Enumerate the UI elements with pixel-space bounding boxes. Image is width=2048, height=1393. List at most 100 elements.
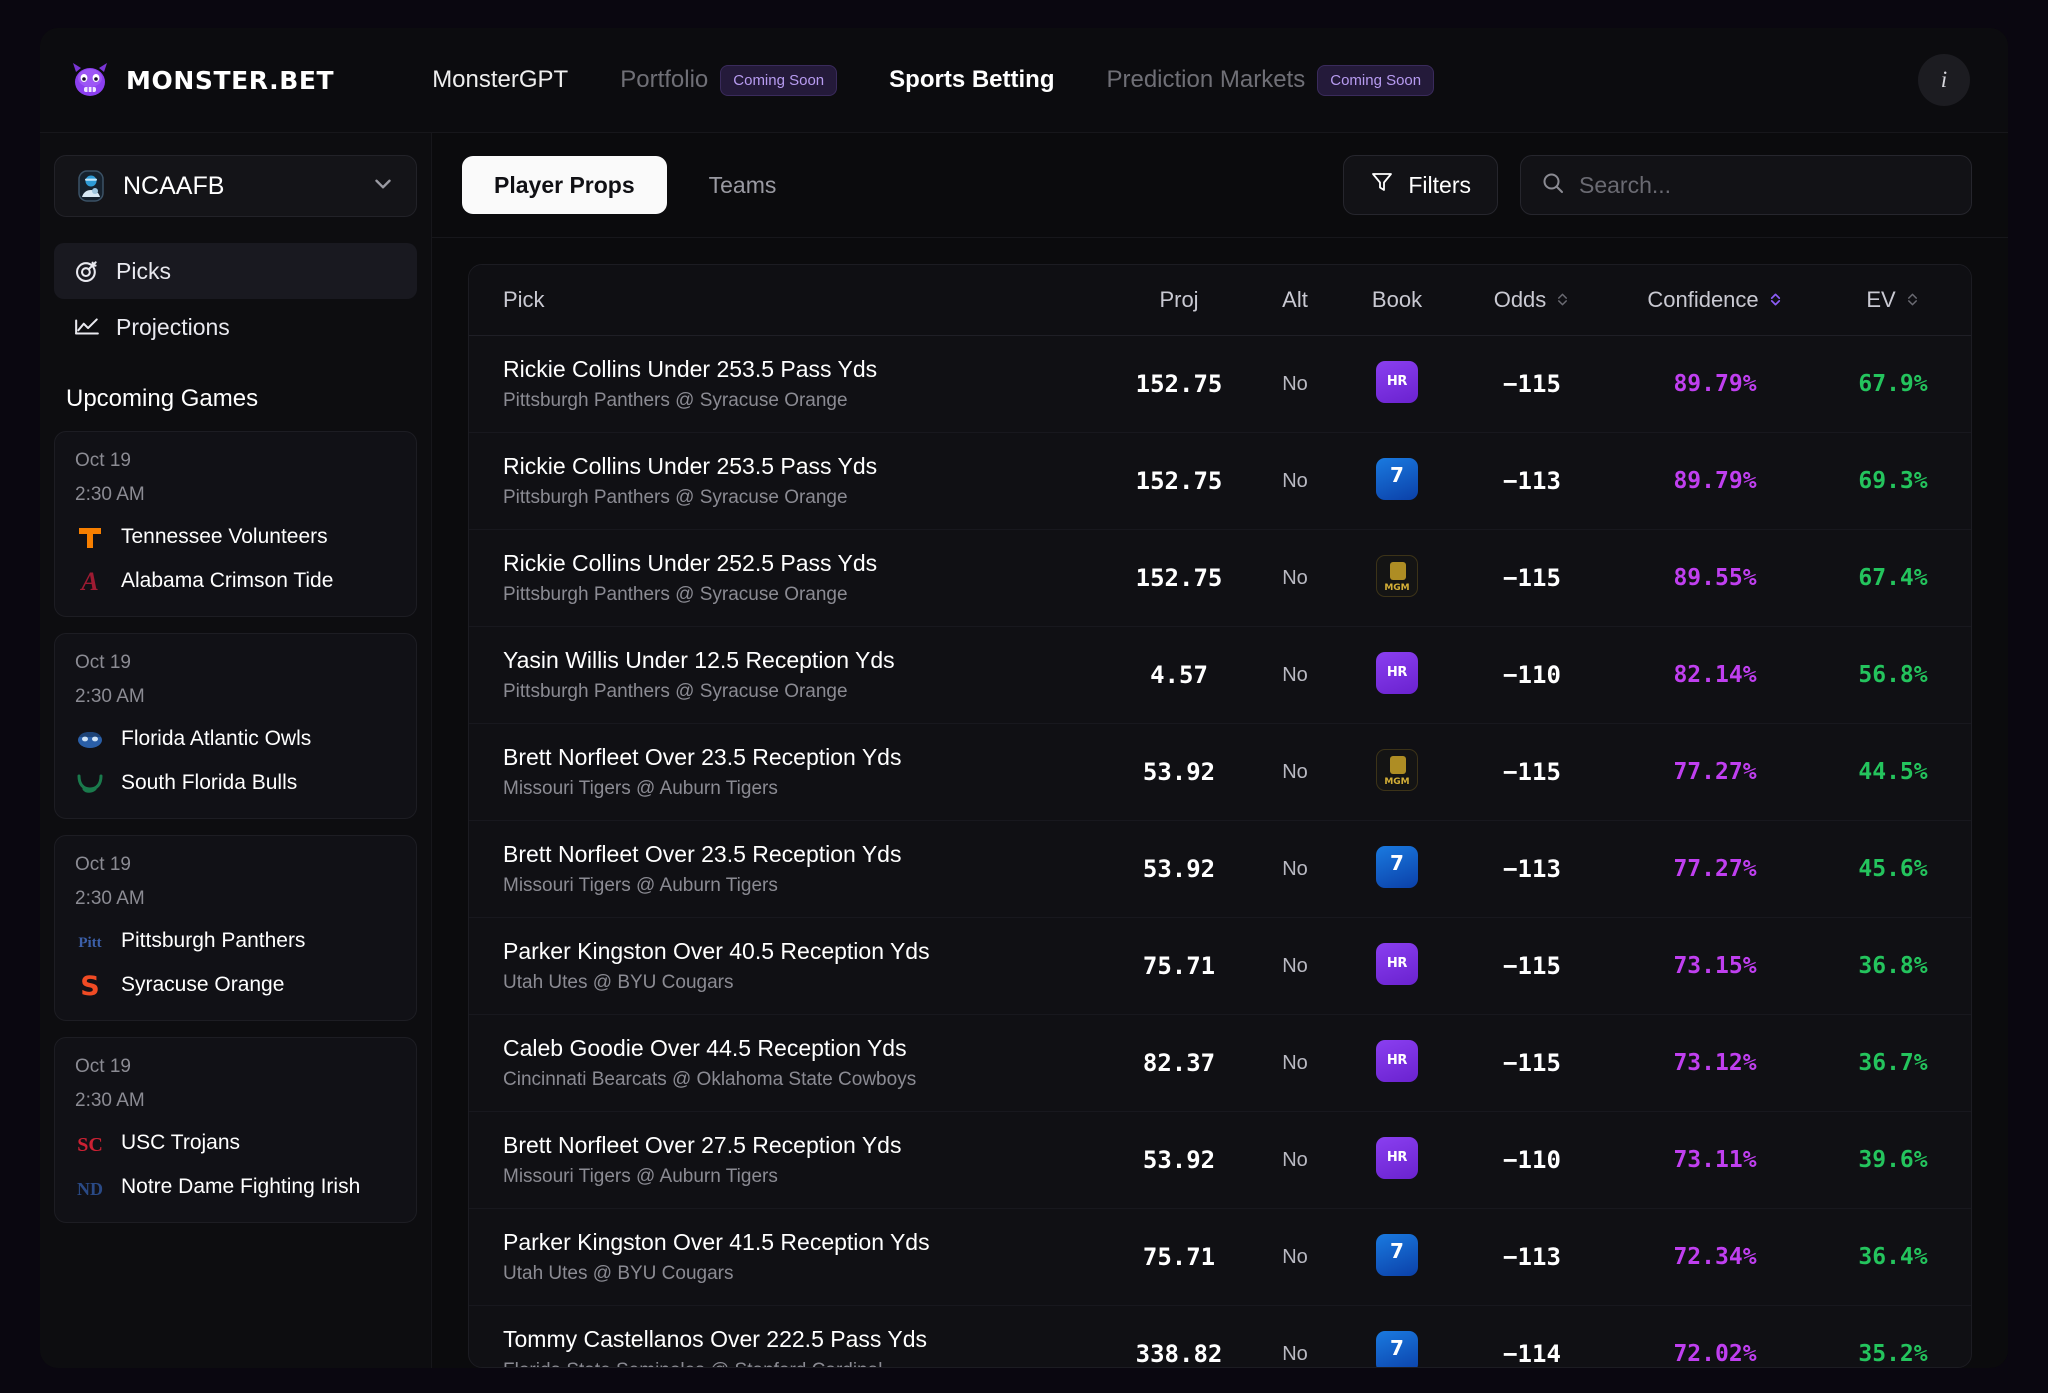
- game-home-team: South Florida Bulls: [75, 768, 396, 798]
- hard-rock-bet-logo-icon: [1376, 1039, 1418, 1082]
- game-card[interactable]: Oct 19 2:30 AM Pitt Pittsburgh Panthers …: [54, 835, 417, 1021]
- column-header-edge[interactable]: Edge: [1967, 265, 1971, 336]
- odds-value: −113: [1503, 855, 1561, 883]
- league-selector[interactable]: NCAAFB: [54, 155, 417, 217]
- game-date: Oct 19: [75, 652, 131, 673]
- book-cell[interactable]: [1341, 1306, 1453, 1367]
- column-header-confidence[interactable]: Confidence: [1611, 265, 1819, 336]
- proj-value: 82.37: [1142, 1049, 1216, 1077]
- alt-cell: No: [1249, 918, 1341, 1015]
- edge-cell: 18.8%: [1967, 1306, 1971, 1368]
- tab-player-props[interactable]: Player Props: [462, 156, 667, 214]
- ev-value: 36.4%: [1858, 1244, 1928, 1270]
- book-cell[interactable]: [1341, 336, 1453, 433]
- odds-value: −115: [1503, 952, 1561, 980]
- sidebar-item-projections[interactable]: Projections: [54, 299, 417, 355]
- book-cell[interactable]: [1341, 433, 1453, 530]
- column-header-book: Book: [1341, 265, 1453, 336]
- edge-cell: 29.8%: [1967, 627, 1971, 724]
- game-card[interactable]: Oct 19 2:30 AM SC USC Trojans ND Notre D…: [54, 1037, 417, 1223]
- alt-cell: No: [1249, 433, 1341, 530]
- confidence-cell: 89.55%: [1611, 530, 1819, 627]
- book-cell[interactable]: [1341, 1112, 1453, 1209]
- pick-matchup: Missouri Tigers @ Auburn Tigers: [503, 778, 778, 799]
- sidebar-nav: Picks Projections: [54, 243, 417, 355]
- book-cell[interactable]: [1341, 918, 1453, 1015]
- book-cell[interactable]: [1341, 1015, 1453, 1112]
- confidence-value: 77.27%: [1673, 759, 1757, 785]
- table-row[interactable]: Brett Norfleet Over 23.5 Reception Yds Mi…: [469, 821, 1971, 918]
- search-icon: [1541, 171, 1565, 200]
- table-row[interactable]: Yasin Willis Under 12.5 Reception Yds Pit…: [469, 627, 1971, 724]
- table-row[interactable]: Parker Kingston Over 41.5 Reception Yds U…: [469, 1209, 1971, 1306]
- game-time: 2:30 AM: [75, 686, 145, 707]
- nav-item-prediction-markets[interactable]: Prediction Markets Coming Soon: [1080, 64, 1460, 96]
- top-navigation-bar: MONSTER.BET MonsterGPT Portfolio Coming …: [40, 28, 2008, 133]
- table-row[interactable]: Tommy Castellanos Over 222.5 Pass Yds Flo…: [469, 1306, 1971, 1368]
- table-row[interactable]: Parker Kingston Over 40.5 Reception Yds U…: [469, 918, 1971, 1015]
- picks-table-container: Pick Proj Alt Book Odds Confidence EV Ed…: [432, 238, 2008, 1368]
- nav-item-monstergpt[interactable]: MonsterGPT: [406, 66, 594, 94]
- odds-cell: −113: [1453, 433, 1611, 530]
- svg-text:ND: ND: [77, 1179, 103, 1199]
- table-row[interactable]: Caleb Goodie Over 44.5 Reception Yds Cinc…: [469, 1015, 1971, 1112]
- book-cell[interactable]: [1341, 724, 1453, 821]
- team-name: Notre Dame Fighting Irish: [121, 1175, 361, 1198]
- hard-rock-bet-logo-icon: [1376, 360, 1418, 403]
- alt-cell: No: [1249, 1306, 1341, 1368]
- table-row[interactable]: Rickie Collins Under 253.5 Pass Yds Pitts…: [469, 433, 1971, 530]
- sidebar-item-label: Projections: [116, 313, 230, 340]
- svg-text:S: S: [80, 971, 99, 1000]
- tab-teams[interactable]: Teams: [708, 171, 777, 198]
- table-row[interactable]: Brett Norfleet Over 23.5 Reception Yds Mi…: [469, 724, 1971, 821]
- table-row[interactable]: Rickie Collins Under 252.5 Pass Yds Pitts…: [469, 530, 1971, 627]
- pick-cell: Rickie Collins Under 253.5 Pass Yds Pitts…: [469, 433, 1109, 530]
- ev-cell: 67.9%: [1819, 336, 1967, 433]
- pick-matchup: Florida State Seminoles @ Stanford Cardi…: [503, 1360, 1109, 1367]
- column-label: Confidence: [1647, 287, 1759, 312]
- page-body: NCAAFB Picks: [40, 133, 2008, 1368]
- book-cell[interactable]: [1341, 1209, 1453, 1306]
- game-card[interactable]: Oct 19 2:30 AM Tennessee Volunteers A Al…: [54, 431, 417, 617]
- book-cell[interactable]: [1341, 627, 1453, 724]
- alt-cell: No: [1249, 1112, 1341, 1209]
- table-row[interactable]: Brett Norfleet Over 27.5 Reception Yds Mi…: [469, 1112, 1971, 1209]
- pick-matchup: Cincinnati Bearcats @ Oklahoma State Cow…: [503, 1069, 917, 1090]
- sort-icon[interactable]: [1555, 287, 1570, 313]
- game-card[interactable]: Oct 19 2:30 AM Florida Atlantic Owls: [54, 633, 417, 819]
- alt-cell: No: [1249, 530, 1341, 627]
- table-body: Rickie Collins Under 253.5 Pass Yds Pitts…: [469, 336, 1971, 1368]
- ev-cell: 45.6%: [1819, 821, 1967, 918]
- column-header-ev[interactable]: EV: [1819, 265, 1967, 336]
- nav-item-sports-betting[interactable]: Sports Betting: [863, 66, 1080, 94]
- syracuse-s-logo-icon: S: [75, 970, 105, 1000]
- nav-label: Portfolio: [620, 66, 709, 93]
- table-row[interactable]: Rickie Collins Under 253.5 Pass Yds Pitts…: [469, 336, 1971, 433]
- search-box[interactable]: [1520, 155, 1972, 215]
- sidebar-item-picks[interactable]: Picks: [54, 243, 417, 299]
- confidence-value: 72.02%: [1673, 1341, 1757, 1367]
- chevron-down-icon[interactable]: [370, 171, 396, 202]
- confidence-value: 73.11%: [1673, 1147, 1757, 1173]
- filters-button[interactable]: Filters: [1343, 155, 1498, 215]
- nav-item-portfolio[interactable]: Portfolio Coming Soon: [594, 64, 863, 96]
- alt-value: No: [1282, 1051, 1308, 1074]
- usc-sc-logo-icon: SC: [75, 1128, 105, 1158]
- odds-value: −110: [1503, 661, 1561, 689]
- alt-cell: No: [1249, 1209, 1341, 1306]
- info-button[interactable]: i: [1918, 54, 1970, 106]
- sort-icon[interactable]: [1905, 287, 1920, 313]
- column-label: EV: [1866, 287, 1896, 312]
- team-name: South Florida Bulls: [121, 771, 298, 794]
- book-cell[interactable]: [1341, 530, 1453, 627]
- brand-logo-group[interactable]: MONSTER.BET: [68, 58, 334, 102]
- coming-soon-badge: Coming Soon: [1317, 64, 1435, 96]
- proj-cell: 152.75: [1109, 530, 1249, 627]
- sort-icon-active[interactable]: [1768, 287, 1783, 313]
- column-header-odds[interactable]: Odds: [1453, 265, 1611, 336]
- game-date: Oct 19: [75, 854, 131, 875]
- pick-title: Brett Norfleet Over 23.5 Reception Yds: [503, 841, 902, 867]
- search-input[interactable]: [1579, 171, 1951, 199]
- book-cell[interactable]: [1341, 821, 1453, 918]
- confidence-cell: 73.15%: [1611, 918, 1819, 1015]
